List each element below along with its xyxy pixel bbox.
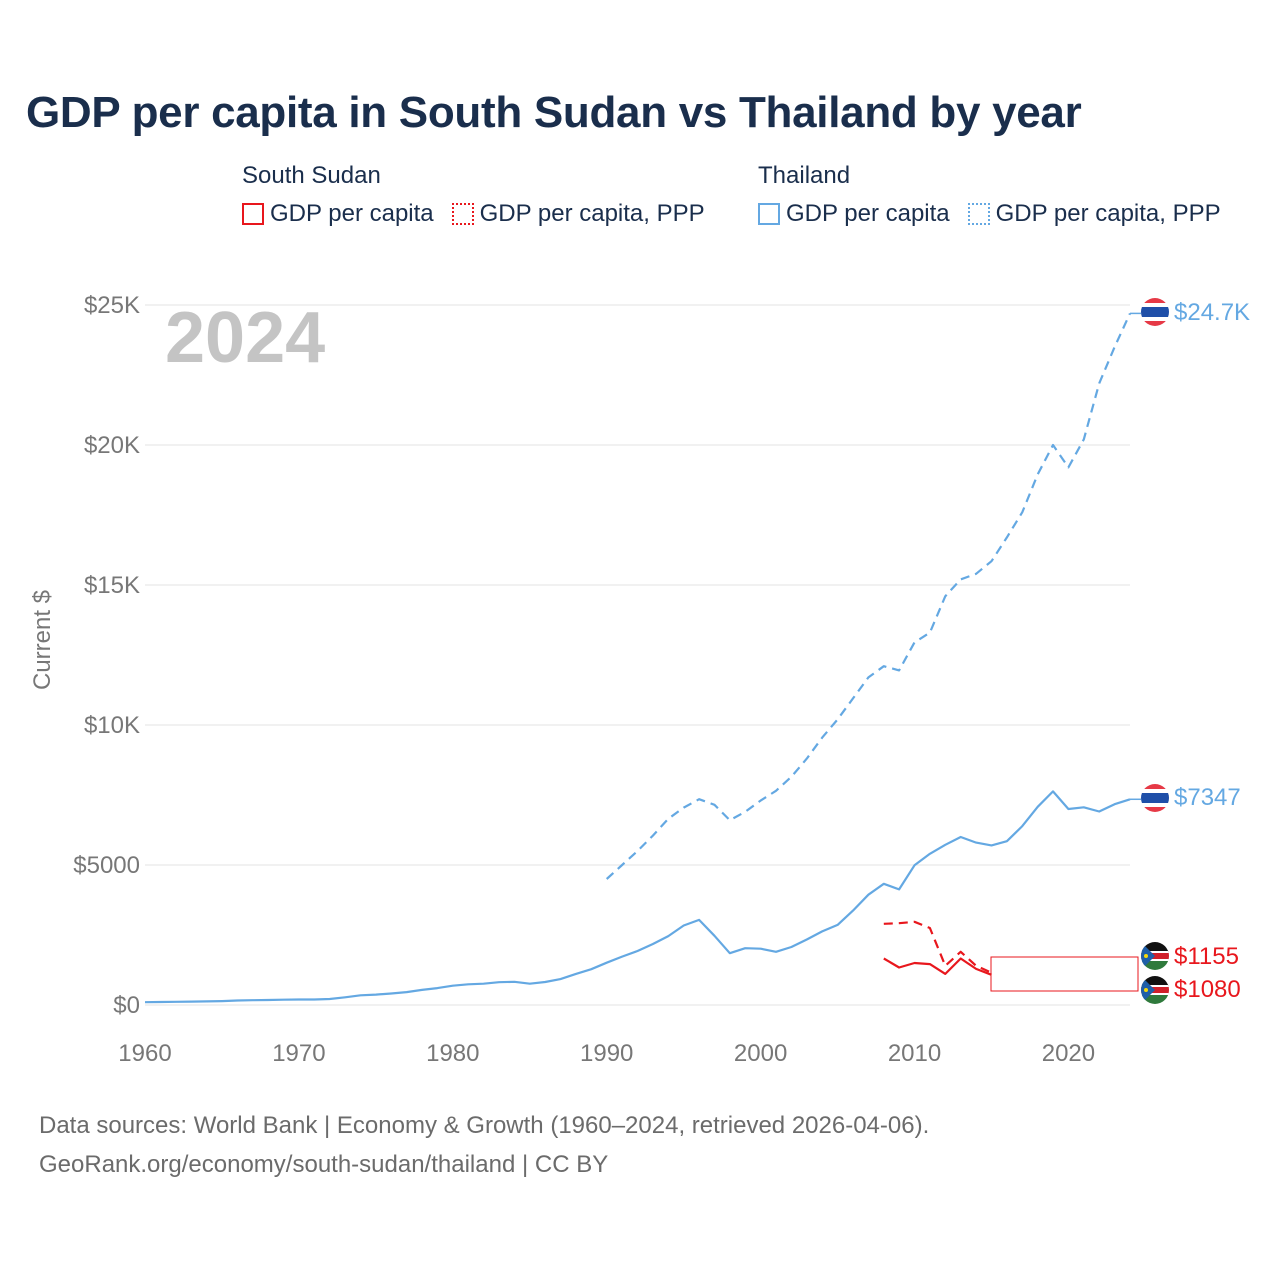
x-tick-label: 2010: [888, 1040, 941, 1067]
y-tick-label: $0: [113, 992, 140, 1019]
x-tick-label: 1960: [118, 1040, 171, 1067]
legend-label: GDP per capita, PPP: [479, 200, 705, 227]
chart-title: GDP per capita in South Sudan vs Thailan…: [26, 88, 1082, 137]
y-tick-label: $20K: [84, 432, 140, 459]
legend-item-thailand-gdp[interactable]: GDP per capita: [758, 200, 950, 228]
series-line-south-sudan-gdp-per-capita-ppp: [883, 920, 992, 974]
x-tick-label: 1990: [580, 1040, 633, 1067]
year-watermark: 2024: [165, 298, 325, 378]
south-sudan-label-callout: [990, 956, 1139, 992]
series-line-thailand-gdp-per-capita-ppp: [605, 312, 1131, 880]
x-tick-label: 1980: [426, 1040, 479, 1067]
legend-label: GDP per capita, PPP: [995, 200, 1221, 227]
x-tick-label: 1970: [272, 1040, 325, 1067]
end-label-thailand-gdp: $7347: [1174, 784, 1241, 811]
y-tick-label: $15K: [84, 572, 140, 599]
legend-label: GDP per capita: [270, 200, 434, 227]
legend-swatch-dotted: [451, 203, 474, 225]
thailand-flag-icon: [1141, 298, 1169, 326]
footer-sources: Data sources: World Bank | Economy & Gro…: [39, 1112, 930, 1139]
y-tick-label: $10K: [84, 712, 140, 739]
y-tick-label: $25K: [84, 292, 140, 319]
y-axis-label: Current $: [29, 590, 56, 690]
x-tick-label: 2000: [734, 1040, 787, 1067]
series-line-thailand-gdp-per-capita: [144, 790, 1131, 1004]
legend-item-thailand-ppp[interactable]: GDP per capita, PPP: [967, 200, 1221, 228]
footer: Data sources: World Bank | Economy & Gro…: [39, 1106, 929, 1184]
grid: [145, 304, 1130, 1006]
legend-group-name: South Sudan: [242, 162, 381, 189]
series-line-south-sudan-gdp-per-capita: [883, 957, 992, 976]
legend-swatch-dotted: [967, 203, 990, 225]
end-label-south-sudan-gdp: $1080: [1174, 976, 1241, 1003]
x-tick-label: 2020: [1042, 1040, 1095, 1067]
legend-swatch-solid: [758, 203, 780, 225]
legend-item-south-sudan-ppp[interactable]: GDP per capita, PPP: [451, 200, 705, 228]
axes: $0 $5000 $10K $15K $20K $25K 1960 1970 1980 1990 2…: [73, 292, 1095, 1067]
end-label-south-sudan-ppp: $1155: [1174, 943, 1239, 970]
legend-south-sudan: South Sudan GDP per capita GDP per capit…: [242, 162, 705, 228]
footer-url: GeoRank.org/economy/south-sudan/thailand…: [39, 1151, 609, 1178]
legend-thailand: Thailand GDP per capita GDP per capita, …: [758, 162, 1221, 228]
legend-item-south-sudan-gdp[interactable]: GDP per capita: [242, 200, 434, 228]
legend-label: GDP per capita: [786, 200, 950, 227]
south-sudan-flag-icon: [1141, 942, 1169, 970]
series: [144, 312, 1141, 1004]
thailand-flag-icon: [1141, 784, 1169, 812]
legend-swatch-solid: [242, 203, 264, 225]
south-sudan-flag-icon: [1141, 976, 1169, 1004]
end-label-thailand-ppp: $24.7K: [1174, 299, 1250, 326]
legend-group-name: Thailand: [758, 162, 851, 189]
y-tick-label: $5000: [73, 852, 140, 879]
